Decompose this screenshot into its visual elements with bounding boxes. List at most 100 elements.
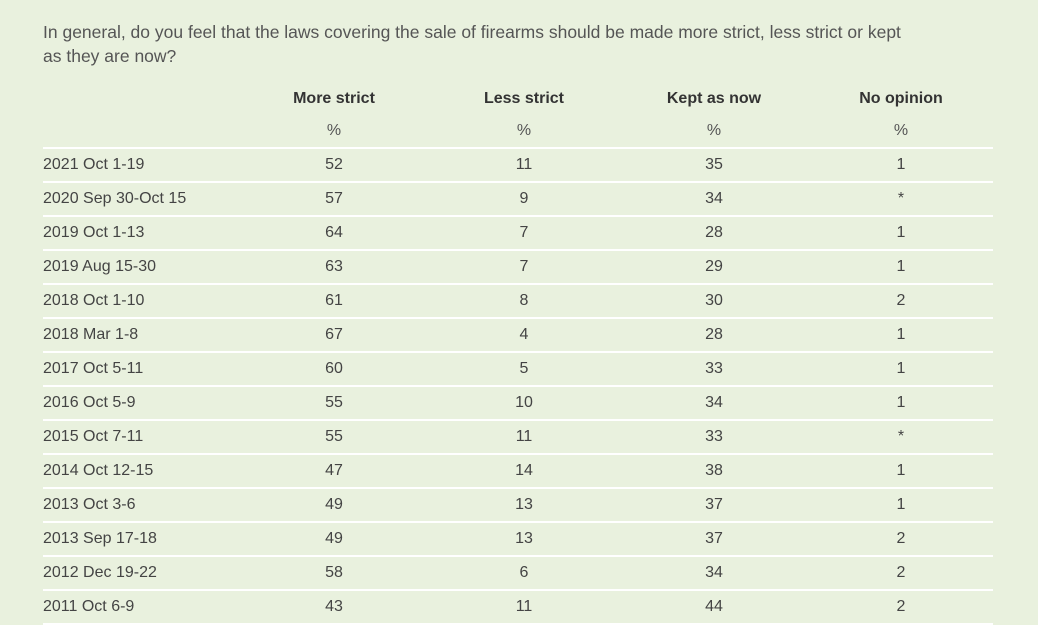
header-date — [43, 82, 239, 115]
cell-no-opinion: 2 — [809, 284, 993, 319]
table-row: 2019 Aug 15-30 63 7 29 1 — [43, 250, 993, 285]
table-row: 2011 Oct 6-9 43 11 44 2 — [43, 590, 993, 625]
table-row: 2020 Sep 30-Oct 15 57 9 34 * — [43, 182, 993, 217]
cell-kept-as-now: 29 — [619, 250, 809, 285]
cell-less-strict: 8 — [429, 284, 619, 319]
cell-more-strict: 55 — [239, 420, 429, 455]
header-row: More strict Less strict Kept as now No o… — [43, 82, 993, 115]
cell-no-opinion: 2 — [809, 522, 993, 557]
table-row: 2013 Sep 17-18 49 13 37 2 — [43, 522, 993, 557]
row-date: 2018 Mar 1-8 — [43, 318, 239, 353]
cell-no-opinion: 1 — [809, 352, 993, 387]
cell-kept-as-now: 33 — [619, 352, 809, 387]
cell-no-opinion: * — [809, 420, 993, 455]
cell-more-strict: 47 — [239, 454, 429, 489]
row-date: 2020 Sep 30-Oct 15 — [43, 182, 239, 217]
cell-less-strict: 9 — [429, 182, 619, 217]
table-body: 2021 Oct 1-19 52 11 35 1 2020 Sep 30-Oct 15 57… — [43, 148, 993, 625]
cell-less-strict: 5 — [429, 352, 619, 387]
cell-less-strict: 13 — [429, 488, 619, 523]
row-date: 2015 Oct 7-11 — [43, 420, 239, 455]
results-table: More strict Less strict Kept as now No o… — [43, 82, 993, 625]
cell-no-opinion: 1 — [809, 216, 993, 251]
cell-no-opinion: 2 — [809, 556, 993, 591]
cell-no-opinion: * — [809, 182, 993, 217]
cell-more-strict: 60 — [239, 352, 429, 387]
table-row: 2015 Oct 7-11 55 11 33 * — [43, 420, 993, 455]
cell-less-strict: 10 — [429, 386, 619, 421]
cell-more-strict: 64 — [239, 216, 429, 251]
cell-more-strict: 43 — [239, 590, 429, 625]
cell-kept-as-now: 33 — [619, 420, 809, 455]
table-row: 2021 Oct 1-19 52 11 35 1 — [43, 148, 993, 183]
header-no-opinion: No opinion — [859, 89, 943, 107]
cell-less-strict: 11 — [429, 590, 619, 625]
cell-less-strict: 7 — [429, 250, 619, 285]
cell-kept-as-now: 37 — [619, 488, 809, 523]
cell-kept-as-now: 44 — [619, 590, 809, 625]
header-less-strict: Less strict — [483, 89, 565, 107]
cell-no-opinion: 1 — [809, 318, 993, 353]
table-row: 2013 Oct 3-6 49 13 37 1 — [43, 488, 993, 523]
table-row: 2017 Oct 5-11 60 5 33 1 — [43, 352, 993, 387]
cell-kept-as-now: 37 — [619, 522, 809, 557]
cell-kept-as-now: 35 — [619, 148, 809, 183]
row-date: 2011 Oct 6-9 — [43, 590, 239, 625]
cell-more-strict: 67 — [239, 318, 429, 353]
cell-no-opinion: 1 — [809, 488, 993, 523]
cell-less-strict: 13 — [429, 522, 619, 557]
row-date: 2013 Sep 17-18 — [43, 522, 239, 557]
table-row: 2018 Oct 1-10 61 8 30 2 — [43, 284, 993, 319]
table-row: 2019 Oct 1-13 64 7 28 1 — [43, 216, 993, 251]
cell-no-opinion: 1 — [809, 454, 993, 489]
cell-kept-as-now: 34 — [619, 182, 809, 217]
row-date: 2019 Aug 15-30 — [43, 250, 239, 285]
cell-more-strict: 49 — [239, 522, 429, 557]
cell-no-opinion: 2 — [809, 590, 993, 625]
cell-kept-as-now: 34 — [619, 386, 809, 421]
cell-kept-as-now: 28 — [619, 216, 809, 251]
unit-kept-as-now: % — [619, 115, 809, 149]
cell-less-strict: 4 — [429, 318, 619, 353]
table-row: 2018 Mar 1-8 67 4 28 1 — [43, 318, 993, 353]
row-date: 2018 Oct 1-10 — [43, 284, 239, 319]
unit-no-opinion: % — [809, 115, 993, 149]
row-date: 2019 Oct 1-13 — [43, 216, 239, 251]
cell-more-strict: 57 — [239, 182, 429, 217]
cell-no-opinion: 1 — [809, 386, 993, 421]
row-date: 2021 Oct 1-19 — [43, 148, 239, 183]
cell-more-strict: 58 — [239, 556, 429, 591]
row-date: 2014 Oct 12-15 — [43, 454, 239, 489]
table-row: 2014 Oct 12-15 47 14 38 1 — [43, 454, 993, 489]
cell-less-strict: 7 — [429, 216, 619, 251]
cell-more-strict: 55 — [239, 386, 429, 421]
units-row: % % % % — [43, 115, 993, 149]
row-date: 2013 Oct 3-6 — [43, 488, 239, 523]
table-row: 2012 Dec 19-22 58 6 34 2 — [43, 556, 993, 591]
cell-kept-as-now: 28 — [619, 318, 809, 353]
results-table-container: More strict Less strict Kept as now No o… — [43, 82, 993, 625]
cell-no-opinion: 1 — [809, 148, 993, 183]
row-date: 2016 Oct 5-9 — [43, 386, 239, 421]
row-date: 2012 Dec 19-22 — [43, 556, 239, 591]
row-date: 2017 Oct 5-11 — [43, 352, 239, 387]
cell-less-strict: 6 — [429, 556, 619, 591]
cell-no-opinion: 1 — [809, 250, 993, 285]
unit-more-strict: % — [239, 115, 429, 149]
table-row: 2016 Oct 5-9 55 10 34 1 — [43, 386, 993, 421]
unit-less-strict: % — [429, 115, 619, 149]
unit-date — [43, 115, 239, 149]
cell-kept-as-now: 38 — [619, 454, 809, 489]
header-more-strict: More strict — [293, 89, 375, 107]
cell-more-strict: 63 — [239, 250, 429, 285]
cell-less-strict: 11 — [429, 148, 619, 183]
header-kept-as-now: Kept as now — [666, 89, 762, 107]
question-text: In general, do you feel that the laws co… — [43, 22, 901, 66]
cell-less-strict: 14 — [429, 454, 619, 489]
cell-kept-as-now: 34 — [619, 556, 809, 591]
cell-more-strict: 52 — [239, 148, 429, 183]
cell-more-strict: 61 — [239, 284, 429, 319]
cell-less-strict: 11 — [429, 420, 619, 455]
cell-more-strict: 49 — [239, 488, 429, 523]
cell-kept-as-now: 30 — [619, 284, 809, 319]
